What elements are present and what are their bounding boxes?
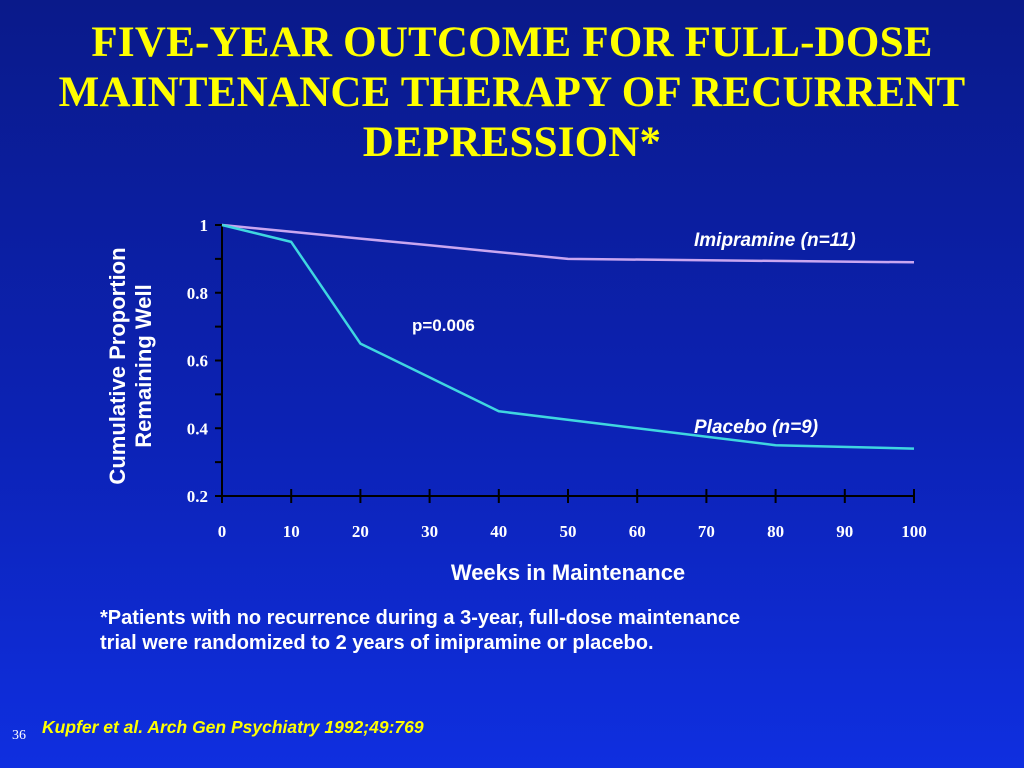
y-tick-label: 0.4: [187, 419, 209, 438]
x-tick-label: 50: [560, 522, 577, 541]
slide-title: FIVE-YEAR OUTCOME FOR FULL-DOSE MAINTENA…: [0, 18, 1024, 168]
y-tick-label: 0.2: [187, 487, 208, 506]
y-tick-label: 1: [200, 216, 209, 235]
title-line: FIVE-YEAR OUTCOME FOR FULL-DOSE: [91, 19, 933, 66]
x-tick-label: 100: [901, 522, 927, 541]
imipramine-series-line: [221, 223, 915, 264]
placebo-series-line: [221, 223, 915, 450]
y-axis-label-line: Cumulative Proportion: [105, 247, 130, 484]
y-axis-label: Cumulative ProportionRemaining Well: [105, 247, 156, 484]
chart-labels: 0.20.40.60.810 10 20 30 40 50 60 70 80 90 100Imipr…: [105, 216, 927, 585]
title-line: MAINTENANCE THERAPY OF RECURRENT: [58, 69, 966, 116]
slide-number: 36: [12, 728, 26, 743]
x-tick-label: 70: [698, 522, 715, 541]
x-tick-label: 60: [629, 522, 646, 541]
y-axis-label-line: Remaining Well: [131, 284, 156, 447]
title-line: DEPRESSION*: [362, 119, 662, 166]
footnote: *Patients with no recurrence during a 3-…: [100, 606, 940, 656]
imipramine-label: Imipramine (n=11): [694, 230, 856, 251]
x-axis-label: Weeks in Maintenance: [451, 560, 685, 585]
p-value-annotation: p=0.006: [412, 316, 475, 335]
y-tick-label: 0.6: [187, 352, 208, 371]
chart-series: [221, 223, 915, 450]
chart-axes: [215, 224, 915, 503]
citation: Kupfer et al. Arch Gen Psychiatry 1992;4…: [42, 717, 424, 737]
x-tick-label: 40: [490, 522, 507, 541]
footnote-line: trial were randomized to 2 years of imip…: [100, 632, 654, 654]
x-tick-label: 10: [283, 522, 300, 541]
x-tick-label: 30: [421, 522, 438, 541]
x-tick-label: 20: [352, 522, 369, 541]
x-tick-label: 0: [218, 522, 227, 541]
footnote-line: *Patients with no recurrence during a 3-…: [100, 607, 741, 629]
y-tick-label: 0.8: [187, 284, 208, 303]
placebo-label: Placebo (n=9): [694, 417, 818, 438]
x-tick-label: 80: [767, 522, 784, 541]
x-tick-label: 90: [836, 522, 853, 541]
